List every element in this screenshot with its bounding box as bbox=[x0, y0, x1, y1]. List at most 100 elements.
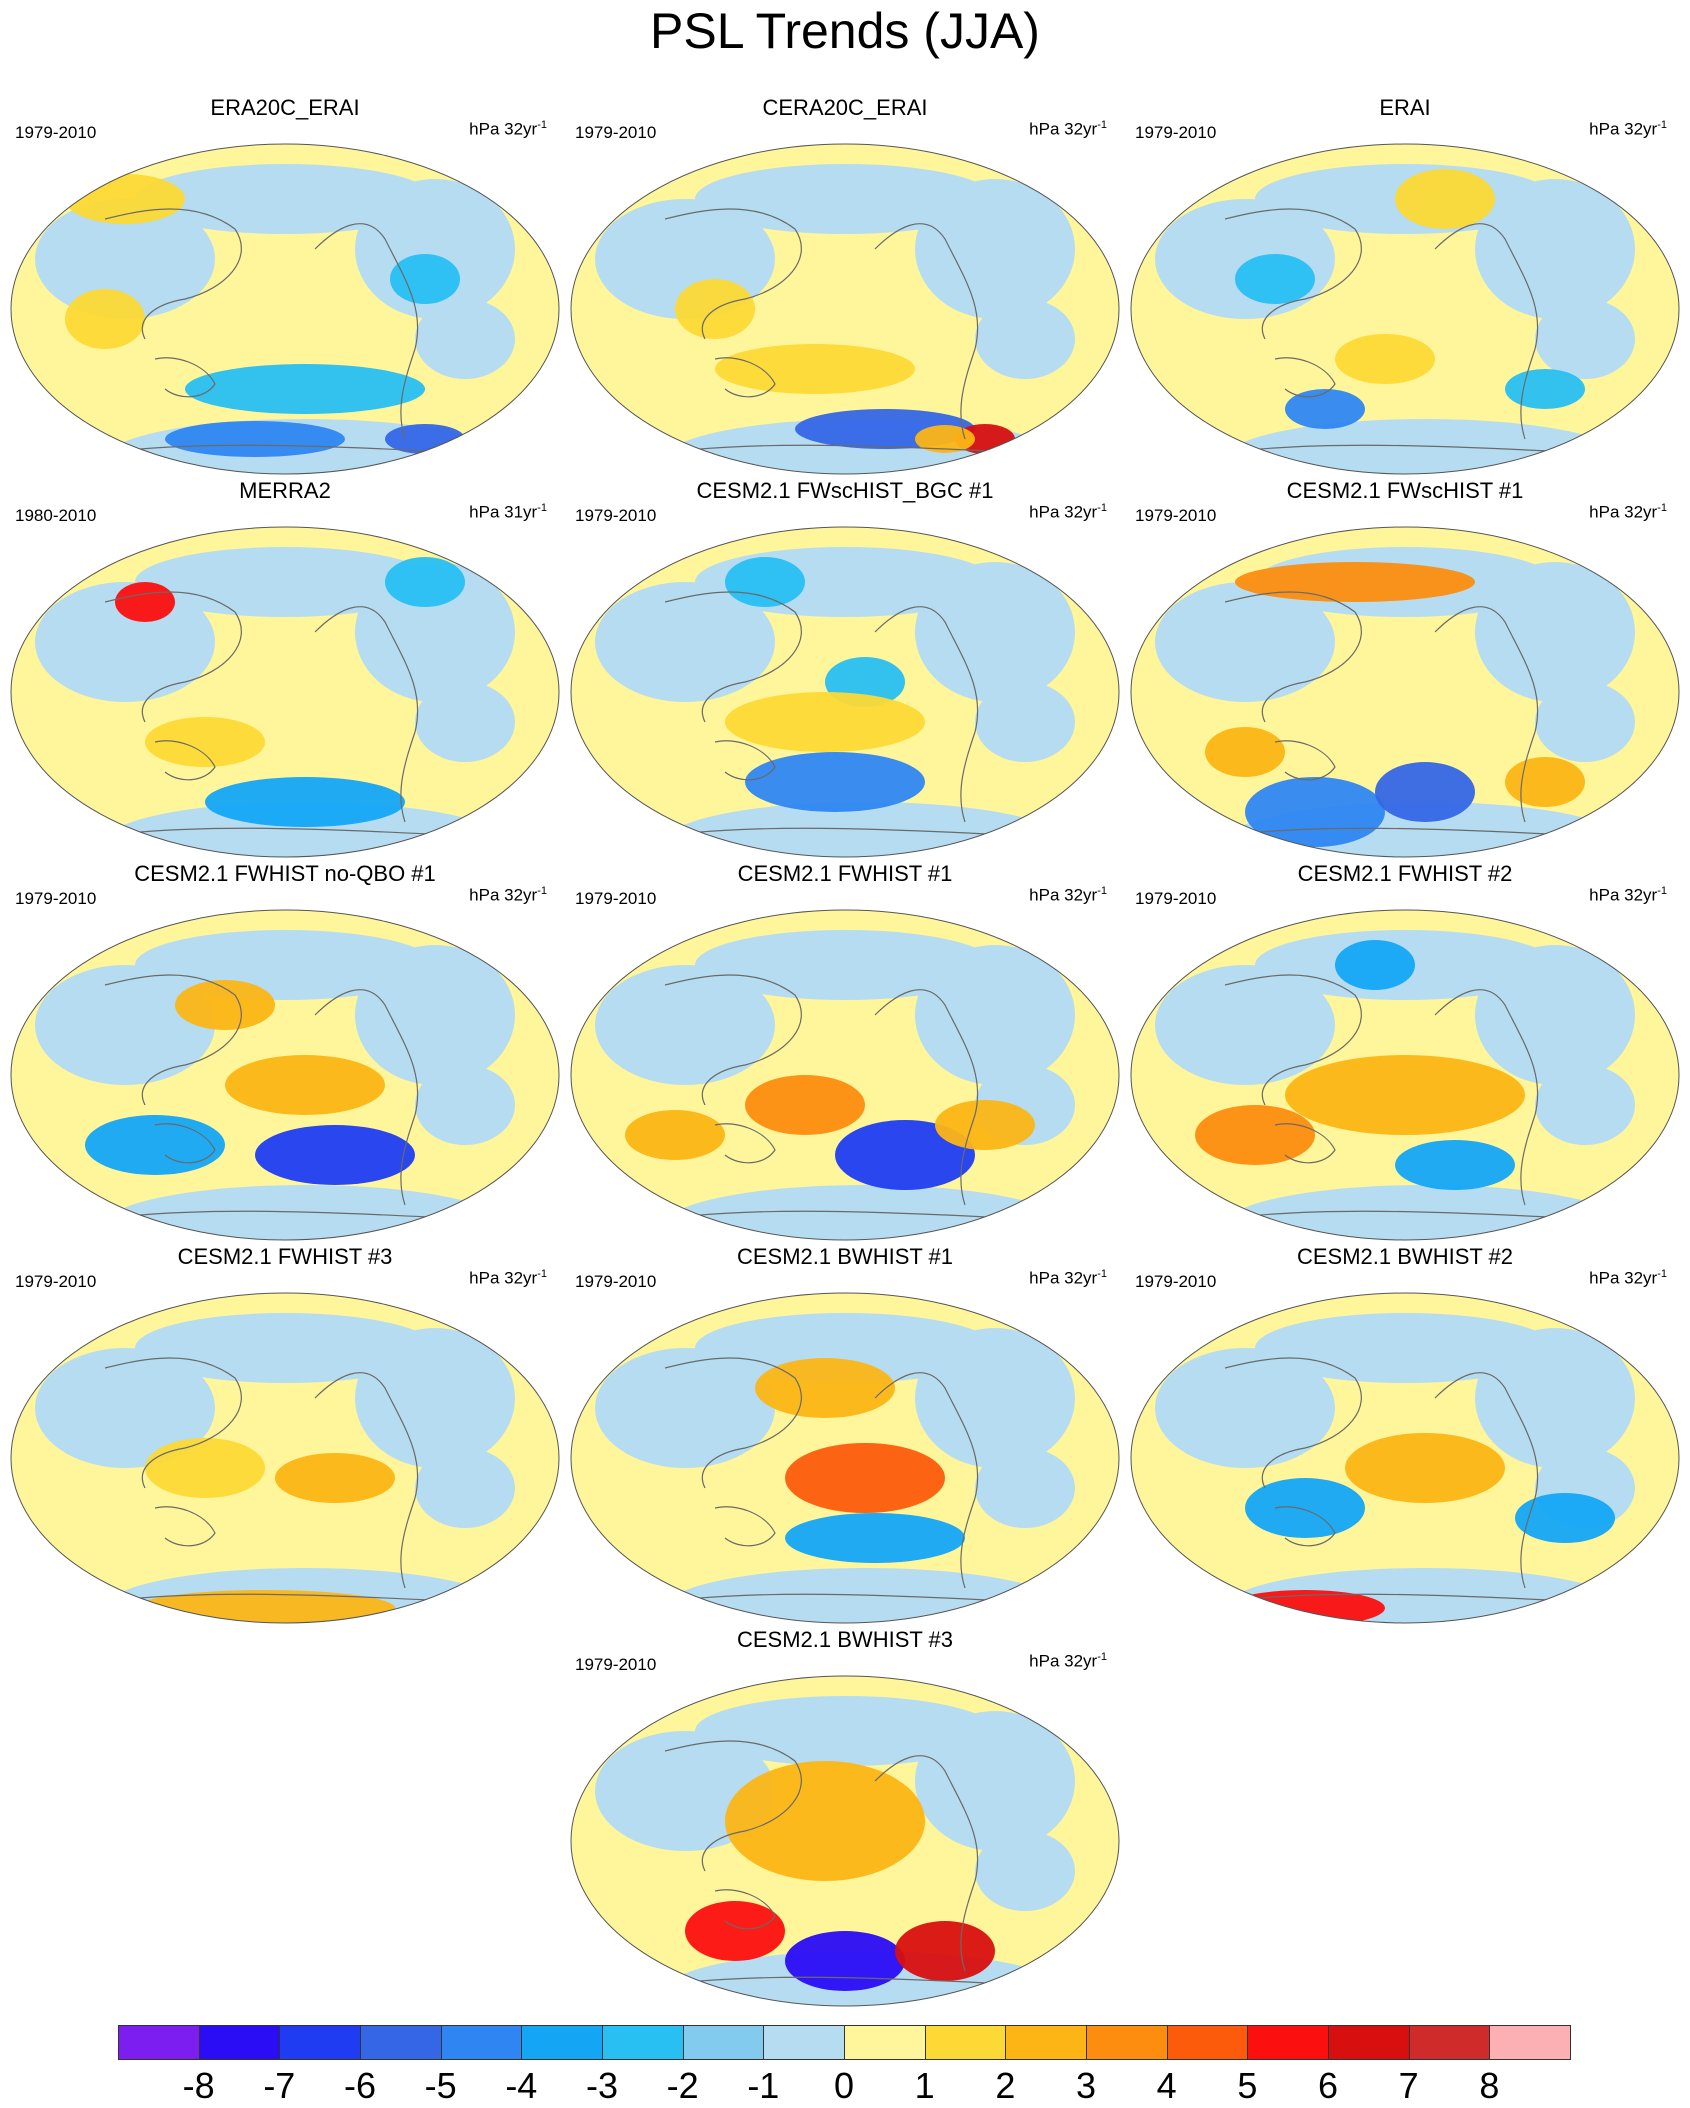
map-globe bbox=[570, 1675, 1120, 2007]
panel-units: hPa 32yr-1 bbox=[1029, 1268, 1107, 1289]
map-panel: CESM2.1 BWHIST #2 1979-2010 hPa 32yr-1 bbox=[1125, 1244, 1685, 1624]
panel-units: hPa 32yr-1 bbox=[1589, 502, 1667, 523]
panel-units-exponent: -1 bbox=[1097, 119, 1107, 131]
panel-units-exponent: -1 bbox=[1657, 885, 1667, 897]
colorbar-label: 4 bbox=[1156, 2065, 1177, 2106]
colorbar-swatch bbox=[279, 2025, 361, 2060]
colorbar-label: -3 bbox=[585, 2065, 618, 2106]
panel-units-exponent: -1 bbox=[537, 1268, 547, 1280]
map-globe bbox=[10, 143, 560, 475]
colorbar-label: -1 bbox=[747, 2065, 780, 2106]
panel-title: CERA20C_ERAI bbox=[762, 95, 928, 120]
panel-units-exponent: -1 bbox=[537, 502, 547, 514]
colorbar-swatch bbox=[1086, 2025, 1168, 2060]
colorbar-label: 8 bbox=[1479, 2065, 1500, 2106]
panel-period: 1979-2010 bbox=[575, 506, 657, 525]
panel-units-text: hPa 32yr bbox=[469, 119, 538, 139]
panel-units: hPa 32yr-1 bbox=[469, 119, 547, 140]
figure-title: PSL Trends (JJA) bbox=[650, 3, 1040, 59]
colorbar-swatch bbox=[682, 2025, 765, 2060]
colorbar-swatch bbox=[198, 2025, 281, 2060]
map-globe bbox=[10, 526, 560, 858]
colorbar-label: 3 bbox=[1075, 2065, 1097, 2106]
colorbar-swatch bbox=[924, 2025, 1007, 2060]
map-globe bbox=[1130, 526, 1680, 858]
panel-period: 1979-2010 bbox=[575, 123, 657, 142]
panel-units-exponent: -1 bbox=[1097, 1651, 1107, 1663]
panel-units: hPa 32yr-1 bbox=[1029, 502, 1107, 523]
map-globe bbox=[1130, 143, 1680, 475]
colorbar-label: 1 bbox=[914, 2065, 935, 2106]
panel-period: 1979-2010 bbox=[575, 1272, 657, 1291]
panel-title: CESM2.1 FWHIST #3 bbox=[177, 1244, 393, 1269]
panel-period: 1980-2010 bbox=[15, 506, 97, 525]
panel-title: CESM2.1 BWHIST #1 bbox=[737, 1244, 953, 1269]
map-globe bbox=[10, 909, 560, 1241]
colorbar-swatch bbox=[1328, 2025, 1410, 2060]
panel-period: 1979-2010 bbox=[15, 1272, 97, 1291]
panel-units: hPa 32yr-1 bbox=[1589, 1268, 1667, 1289]
map-globe bbox=[570, 1292, 1120, 1624]
panel-units-text: hPa 32yr bbox=[1029, 502, 1098, 522]
colorbar-swatch bbox=[602, 2025, 684, 2060]
map-panel: CESM2.1 FWHIST #3 1979-2010 hPa 32yr-1 bbox=[5, 1244, 565, 1624]
colorbar-swatch bbox=[360, 2025, 442, 2060]
map-panel: ERA20C_ERAI 1979-2010 hPa 32yr-1 bbox=[5, 95, 565, 475]
panel-units-text: hPa 32yr bbox=[1029, 885, 1098, 905]
panel-period: 1979-2010 bbox=[575, 1655, 657, 1674]
panel-units-exponent: -1 bbox=[1097, 502, 1107, 514]
panel-units: hPa 32yr-1 bbox=[1029, 119, 1107, 140]
colorbar-swatch bbox=[1166, 2025, 1249, 2060]
panel-title: CESM2.1 FWscHIST #1 bbox=[1286, 478, 1524, 503]
map-panel: ERAI 1979-2010 hPa 32yr-1 bbox=[1125, 95, 1685, 475]
colorbar-swatch bbox=[1005, 2025, 1087, 2060]
map-globe bbox=[10, 1292, 560, 1624]
colorbar-swatch bbox=[521, 2025, 603, 2060]
panel-title: CESM2.1 FWHIST #2 bbox=[1297, 861, 1513, 886]
colorbar-label: -5 bbox=[424, 2065, 457, 2106]
panel-units-exponent: -1 bbox=[537, 885, 547, 897]
colorbar-label: -8 bbox=[182, 2065, 215, 2106]
colorbar-label: 2 bbox=[995, 2065, 1016, 2106]
colorbar-label: -4 bbox=[505, 2065, 538, 2106]
map-panel: CESM2.1 BWHIST #1 1979-2010 hPa 32yr-1 bbox=[565, 1244, 1125, 1624]
colorbar-label: -6 bbox=[343, 2065, 376, 2106]
panel-units-text: hPa 32yr bbox=[1029, 1651, 1098, 1671]
map-panel: CERA20C_ERAI 1979-2010 hPa 32yr-1 bbox=[565, 95, 1125, 475]
panel-units-exponent: -1 bbox=[1657, 502, 1667, 514]
panel-period: 1979-2010 bbox=[1135, 506, 1217, 525]
panel-units-text: hPa 32yr bbox=[1029, 119, 1098, 139]
panel-units: hPa 31yr-1 bbox=[469, 502, 547, 523]
panel-title: MERRA2 bbox=[239, 478, 331, 503]
map-globe bbox=[1130, 1292, 1680, 1624]
panel-units: hPa 32yr-1 bbox=[469, 1268, 547, 1289]
colorbar-swatch bbox=[1408, 2025, 1491, 2060]
panel-period: 1979-2010 bbox=[15, 123, 97, 142]
panel-title: ERA20C_ERAI bbox=[210, 95, 360, 120]
panel-units-text: hPa 32yr bbox=[1589, 885, 1658, 905]
colorbar-label: -7 bbox=[263, 2065, 296, 2106]
colorbar-swatch bbox=[763, 2025, 845, 2060]
panel-units-exponent: -1 bbox=[1097, 885, 1107, 897]
map-panel: CESM2.1 BWHIST #3 1979-2010 hPa 32yr-1 bbox=[565, 1627, 1125, 2007]
colorbar-label: -2 bbox=[666, 2065, 699, 2106]
panel-units-text: hPa 32yr bbox=[469, 1268, 538, 1288]
panel-title: ERAI bbox=[1379, 95, 1431, 120]
map-panel: CESM2.1 FWHIST no-QBO #1 1979-2010 hPa 32y… bbox=[5, 861, 565, 1241]
panel-units: hPa 32yr-1 bbox=[469, 885, 547, 906]
colorbar-label: 0 bbox=[833, 2065, 855, 2106]
panel-units: hPa 32yr-1 bbox=[1589, 119, 1667, 140]
panel-units-text: hPa 32yr bbox=[1589, 502, 1658, 522]
panel-period: 1979-2010 bbox=[15, 889, 97, 908]
colorbar-swatch bbox=[1247, 2025, 1329, 2060]
colorbar-swatch bbox=[118, 2025, 200, 2060]
map-panel: CESM2.1 FWscHIST #1 1979-2010 hPa 32yr-1 bbox=[1125, 478, 1685, 858]
panel-units-exponent: -1 bbox=[537, 119, 547, 131]
panel-units-text: hPa 32yr bbox=[1029, 1268, 1098, 1288]
panel-units-exponent: -1 bbox=[1657, 119, 1667, 131]
panel-units: hPa 32yr-1 bbox=[1589, 885, 1667, 906]
panel-period: 1979-2010 bbox=[1135, 889, 1217, 908]
colorbar-swatch bbox=[1489, 2025, 1571, 2060]
panel-units: hPa 32yr-1 bbox=[1029, 1651, 1107, 1672]
colorbar-swatch bbox=[844, 2025, 926, 2060]
